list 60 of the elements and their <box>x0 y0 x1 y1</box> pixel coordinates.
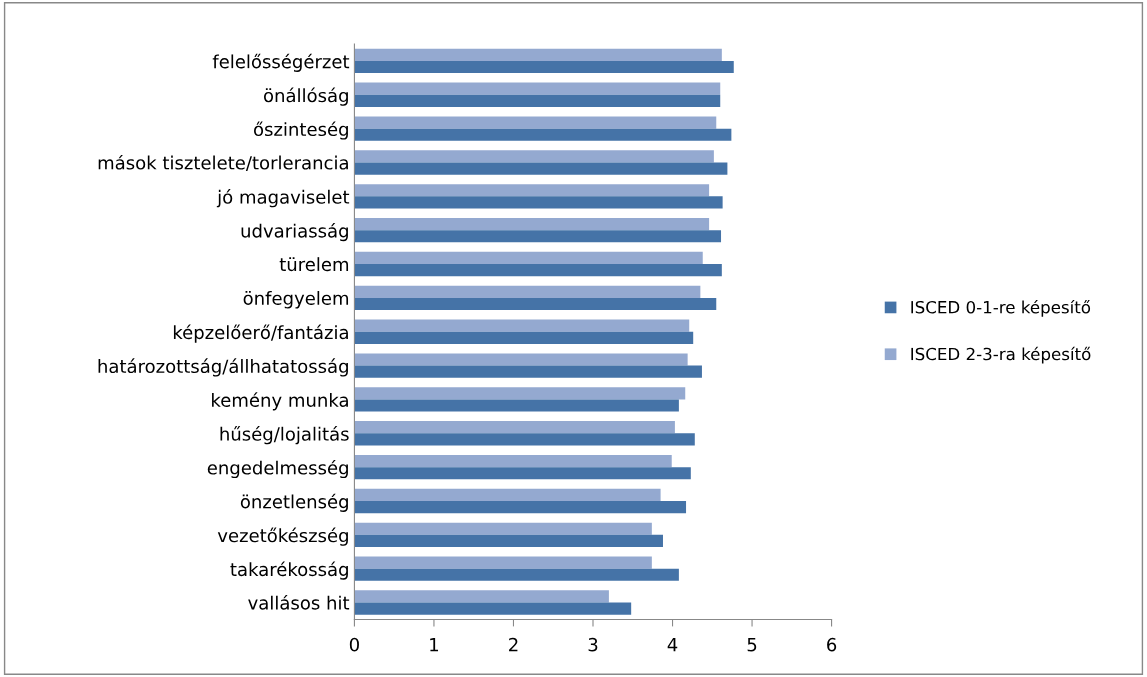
bar <box>354 488 661 501</box>
bar <box>354 399 679 412</box>
bar <box>354 196 723 209</box>
x-tick-label: 5 <box>747 638 757 652</box>
x-tick-label: 4 <box>667 638 678 652</box>
bar <box>354 331 694 344</box>
y-tick-label: jó magaviselet <box>216 189 350 208</box>
bar <box>354 116 717 129</box>
bar <box>354 500 687 514</box>
y-tick-label: önzetlenség <box>240 493 348 512</box>
bar <box>354 319 690 332</box>
bar <box>354 297 717 311</box>
bar <box>354 184 710 197</box>
y-tick-label: vallásos hit <box>248 594 350 610</box>
bar <box>354 285 701 298</box>
bar <box>354 251 703 265</box>
bar <box>354 522 652 535</box>
bar <box>354 433 695 446</box>
bar <box>354 150 714 163</box>
bar <box>354 217 710 231</box>
bar <box>354 602 632 615</box>
y-tick-label: vezetőkészség <box>217 527 348 546</box>
y-tick-label: kemény munka <box>212 392 348 411</box>
x-tick-label: 0 <box>349 637 359 652</box>
x-tick-label: 2 <box>509 637 518 652</box>
bar <box>354 568 679 581</box>
y-tick-label: hűség/lojalitás <box>220 426 349 445</box>
y-tick-label: takarékosság <box>230 561 348 580</box>
y-tick-label: határozottság/állhatatosság <box>98 358 348 377</box>
y-tick-label: képzelőerő/fantázia <box>173 324 348 343</box>
bar <box>354 590 609 603</box>
legend-label: ISCED 0-1-re képesítő <box>911 299 1091 317</box>
x-tick-label: 1 <box>430 638 439 652</box>
bar <box>354 94 721 107</box>
bar <box>354 128 732 141</box>
y-tick-label: mások tisztelete/torlerancia <box>98 154 348 172</box>
y-tick-label: udvariasság <box>241 222 348 242</box>
x-tick-label: 6 <box>827 637 837 652</box>
bar <box>354 534 663 548</box>
bar <box>354 556 652 569</box>
bar <box>354 365 702 378</box>
bar <box>354 82 721 95</box>
y-tick-label: felelősségérzet <box>212 53 350 72</box>
bar <box>354 467 691 480</box>
bar <box>354 230 722 243</box>
bar <box>354 60 734 74</box>
y-tick-label: önfegyelem <box>243 291 349 309</box>
bar <box>354 264 722 277</box>
x-tick-label: 3 <box>588 637 598 652</box>
bar <box>354 454 672 468</box>
y-tick-label: önállóság <box>263 87 348 106</box>
bar <box>354 162 728 175</box>
bar <box>354 387 686 400</box>
y-tick-label: türelem <box>279 257 349 272</box>
bar <box>354 421 675 434</box>
legend-label: ISCED 2-3-ra képesítő <box>911 346 1091 364</box>
bar <box>354 353 688 366</box>
y-tick-label: engedelmesség <box>207 459 348 479</box>
y-tick-label: őszinteség <box>254 121 348 140</box>
bar <box>354 48 722 61</box>
